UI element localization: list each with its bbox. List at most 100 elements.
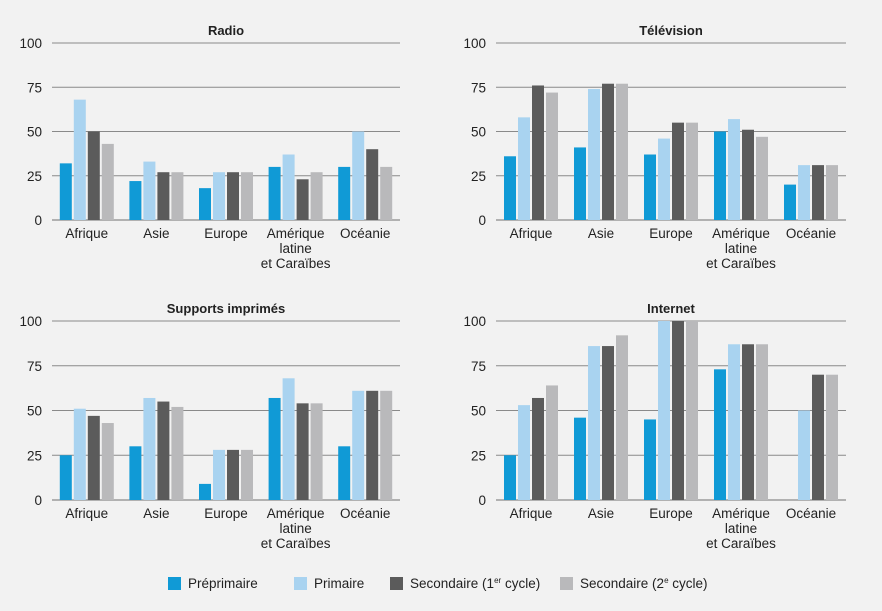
bar	[644, 419, 656, 500]
x-category-label: Asie	[588, 506, 614, 521]
chart-title: Télévision	[639, 23, 703, 38]
legend-secondaire1-prefix: Secondaire (1	[410, 575, 495, 591]
bar	[87, 131, 100, 220]
bar	[756, 344, 768, 500]
x-category-label: Amérique	[712, 506, 770, 521]
bar	[73, 408, 86, 500]
bar	[101, 423, 114, 500]
x-category-label: Asie	[588, 226, 614, 241]
bar	[672, 122, 684, 220]
bar	[73, 99, 86, 220]
bar	[756, 136, 768, 220]
y-tick-label: 50	[27, 125, 42, 140]
bar	[742, 129, 754, 220]
legend-item-primaire: Primaire	[294, 572, 364, 594]
y-tick-label: 25	[471, 448, 486, 463]
bar	[352, 390, 365, 500]
bar	[504, 156, 516, 220]
legend-label-secondaire2: Secondaire (2e cycle)	[580, 576, 708, 591]
x-category-label: Europe	[649, 506, 693, 521]
x-category-label: Océanie	[786, 506, 836, 521]
x-category-label: Amérique	[712, 226, 770, 241]
x-category-label: Europe	[204, 506, 248, 521]
x-category-label: latine	[279, 241, 311, 256]
bar	[338, 446, 351, 500]
x-category-label: Océanie	[340, 506, 390, 521]
bar	[602, 83, 614, 221]
y-tick-label: 100	[463, 314, 486, 329]
bar	[296, 403, 309, 500]
bar	[658, 321, 670, 500]
chart-title: Internet	[647, 301, 695, 316]
x-category-label: Amérique	[267, 506, 325, 521]
x-category-label: Afrique	[65, 226, 108, 241]
bar	[546, 92, 558, 220]
y-tick-label: 75	[471, 80, 486, 95]
bar	[268, 397, 281, 500]
legend-secondaire1-suffix: cycle)	[501, 575, 541, 591]
bar	[714, 131, 726, 220]
bar	[366, 390, 379, 500]
bar	[213, 449, 225, 500]
bar	[380, 166, 393, 220]
bar	[728, 119, 740, 220]
bar	[171, 172, 184, 220]
bar	[157, 172, 170, 220]
bar	[296, 179, 309, 220]
legend-swatch-secondaire1	[390, 576, 403, 590]
bar	[714, 369, 726, 500]
bar	[59, 455, 72, 500]
y-tick-label: 0	[478, 493, 486, 508]
bar	[59, 163, 72, 220]
bar	[143, 397, 156, 500]
legend-secondaire1-sup: er	[494, 575, 502, 585]
y-tick-label: 0	[34, 493, 42, 508]
bar	[282, 378, 295, 500]
bar	[616, 335, 628, 500]
chart-title: Supports imprimés	[167, 301, 285, 316]
x-category-label: Europe	[204, 226, 248, 241]
bar	[199, 483, 211, 500]
bar	[546, 385, 558, 500]
bar	[812, 165, 824, 220]
y-tick-label: 100	[463, 36, 486, 51]
x-category-label: Asie	[143, 506, 169, 521]
x-category-label: Afrique	[510, 506, 553, 521]
x-category-label: Asie	[143, 226, 169, 241]
x-category-label: et Caraïbes	[261, 536, 331, 551]
bar	[129, 181, 142, 220]
legend-item-secondaire2: Secondaire (2e cycle)	[560, 572, 708, 594]
bar	[616, 83, 628, 221]
bar	[241, 449, 253, 500]
legend-secondaire2-sup: e	[664, 575, 669, 585]
bar	[129, 446, 142, 500]
bar	[227, 172, 239, 220]
bar	[352, 131, 365, 220]
bar	[268, 166, 281, 220]
bar	[199, 188, 211, 220]
y-tick-label: 75	[471, 359, 486, 374]
bar	[588, 346, 600, 500]
bar	[826, 374, 838, 500]
bar	[658, 138, 670, 220]
y-tick-label: 50	[471, 404, 486, 419]
legend-swatch-primaire	[294, 576, 307, 590]
bar	[742, 344, 754, 500]
bar	[366, 149, 379, 220]
bar	[798, 410, 810, 500]
x-category-label: et Caraïbes	[706, 536, 776, 551]
bar	[87, 415, 100, 500]
legend-swatch-preprimaire	[168, 576, 181, 590]
legend-item-secondaire1: Secondaire (1er cycle)	[390, 572, 540, 594]
legend-swatch-secondaire2	[560, 576, 573, 590]
y-tick-label: 75	[27, 359, 42, 374]
y-tick-label: 25	[471, 169, 486, 184]
bar	[532, 85, 544, 220]
bar	[518, 405, 530, 500]
bar	[644, 154, 656, 220]
y-tick-label: 100	[19, 36, 42, 51]
bar	[101, 143, 114, 220]
bar	[686, 321, 698, 500]
bar	[574, 147, 586, 220]
bar	[282, 154, 295, 220]
